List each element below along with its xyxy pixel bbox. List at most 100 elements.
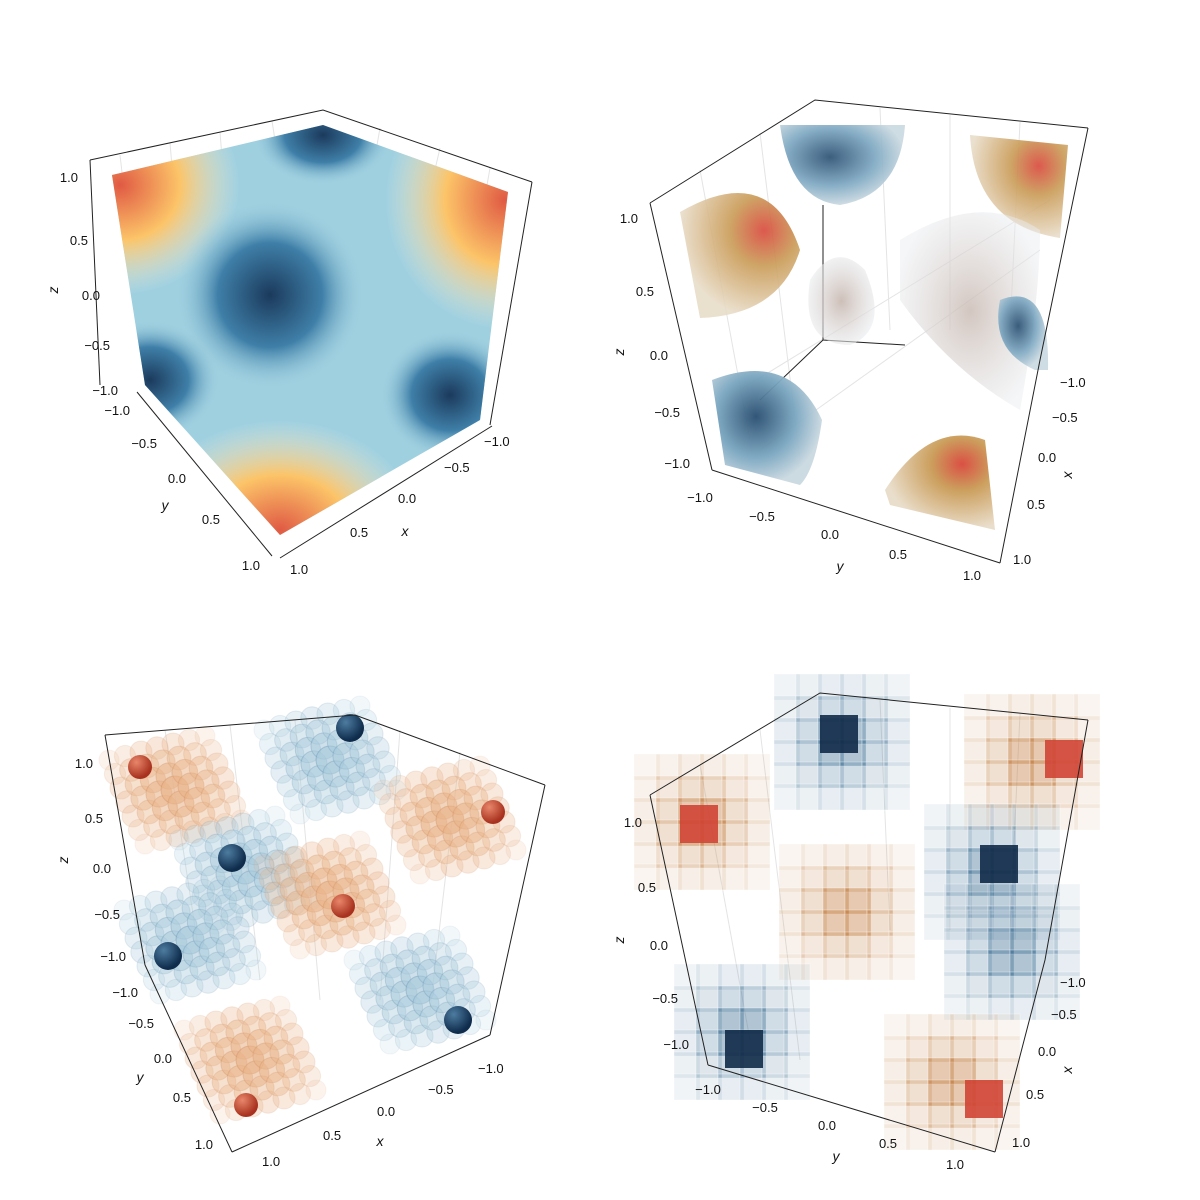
voxel — [1033, 847, 1061, 875]
tick-label: −1.0 — [112, 985, 138, 1000]
voxel — [633, 775, 661, 803]
sphere-marker — [194, 1028, 218, 1052]
tick-label: −0.5 — [84, 338, 110, 353]
voxel — [717, 963, 745, 991]
tick-label: −1.0 — [1060, 375, 1086, 390]
sphere-marker — [378, 764, 402, 788]
sphere-marker — [316, 702, 340, 726]
sphere-marker — [199, 820, 223, 844]
tick-label: −0.5 — [94, 907, 120, 922]
sphere-marker — [144, 890, 168, 914]
voxel — [985, 803, 1013, 831]
voxel — [773, 739, 801, 767]
voxel — [866, 909, 894, 937]
tick-label: 0.0 — [818, 1118, 836, 1133]
voxel — [1009, 993, 1037, 1021]
voxel-extreme — [680, 805, 718, 843]
sphere-marker — [189, 838, 213, 862]
voxel — [866, 865, 894, 893]
axis-label-y: y — [161, 497, 170, 513]
sphere-marker — [226, 916, 250, 940]
sphere-marker — [270, 760, 294, 784]
tick-label: 1.0 — [946, 1157, 964, 1172]
voxel — [761, 963, 789, 991]
sphere-marker — [289, 938, 311, 960]
tick-label: 0.5 — [1027, 497, 1045, 512]
sphere-marker — [276, 909, 300, 933]
voxel — [1073, 693, 1101, 721]
voxel — [888, 909, 916, 937]
tick-label: 0.0 — [154, 1051, 172, 1066]
voxel — [761, 1007, 789, 1035]
voxel — [800, 843, 828, 871]
tick-label: 0.0 — [1038, 450, 1056, 465]
tick-label: −0.5 — [1051, 1007, 1077, 1022]
voxel — [795, 717, 823, 745]
voxel — [861, 783, 889, 811]
sphere-marker — [197, 816, 221, 840]
voxel — [923, 847, 951, 875]
voxel — [783, 963, 811, 991]
sphere-marker — [358, 944, 382, 968]
sphere-marker — [378, 899, 402, 923]
sphere-marker — [338, 756, 366, 784]
sphere-marker — [253, 822, 277, 846]
sphere-marker — [469, 755, 491, 777]
sphere-marker-extreme — [336, 714, 364, 742]
sphere-marker — [410, 1024, 434, 1048]
voxel — [1051, 803, 1079, 831]
sphere-marker — [196, 970, 220, 994]
voxel — [963, 803, 991, 831]
tick-label: −0.5 — [749, 509, 775, 524]
voxel — [743, 819, 771, 847]
voxel — [778, 909, 806, 937]
panel-top-right: 1.0 0.5 0.0 −0.5 −1.0 z −1.0 −0.5 0.0 0.… — [611, 99, 1089, 583]
tick-label: 0.5 — [889, 547, 907, 562]
sphere-marker — [433, 955, 459, 981]
voxel — [673, 963, 701, 991]
sphere-marker — [215, 933, 241, 959]
voxel — [1007, 759, 1035, 787]
sphere-marker — [275, 1053, 301, 1079]
y-ticks: −1.0 −0.5 0.0 0.5 1.0 y — [687, 490, 981, 583]
x-ticks: −1.0 −0.5 0.0 0.5 1.0 x — [1013, 375, 1086, 567]
sphere-marker — [253, 854, 275, 876]
voxel — [888, 953, 916, 981]
sphere-marker — [384, 806, 408, 830]
sphere-marker — [213, 812, 237, 836]
sphere-marker — [217, 780, 241, 804]
sphere-marker — [320, 929, 344, 953]
sphere-marker — [272, 1086, 296, 1110]
voxel — [844, 953, 872, 981]
tick-label: 0.0 — [650, 348, 668, 363]
sphere-marker — [336, 790, 360, 814]
tick-label: 0.5 — [350, 525, 368, 540]
sphere-marker — [236, 1002, 260, 1026]
sphere-marker — [209, 1103, 231, 1125]
sphere-marker — [130, 940, 154, 964]
voxel — [989, 891, 1017, 919]
voxel — [883, 739, 911, 767]
sphere-marker — [268, 849, 292, 873]
isosurface-blob — [998, 296, 1049, 370]
voxel — [971, 1013, 999, 1041]
sphere-marker — [263, 1025, 289, 1051]
voxel — [1073, 781, 1101, 809]
sphere-marker — [230, 809, 252, 831]
voxel — [695, 963, 723, 991]
tick-label: 1.0 — [620, 211, 638, 226]
voxel — [1007, 693, 1035, 721]
sphere-marker — [349, 874, 375, 900]
voxel — [695, 1029, 723, 1057]
voxel — [783, 1029, 811, 1057]
voxel — [844, 843, 872, 871]
voxel — [1011, 913, 1039, 941]
sphere-marker — [462, 980, 486, 1004]
sphere-marker — [458, 772, 482, 796]
voxel — [795, 761, 823, 789]
sphere-marker — [354, 976, 378, 1000]
axis-box — [89, 109, 533, 559]
voxel — [963, 693, 991, 721]
sphere-marker — [252, 998, 276, 1022]
voxel — [989, 803, 1017, 831]
